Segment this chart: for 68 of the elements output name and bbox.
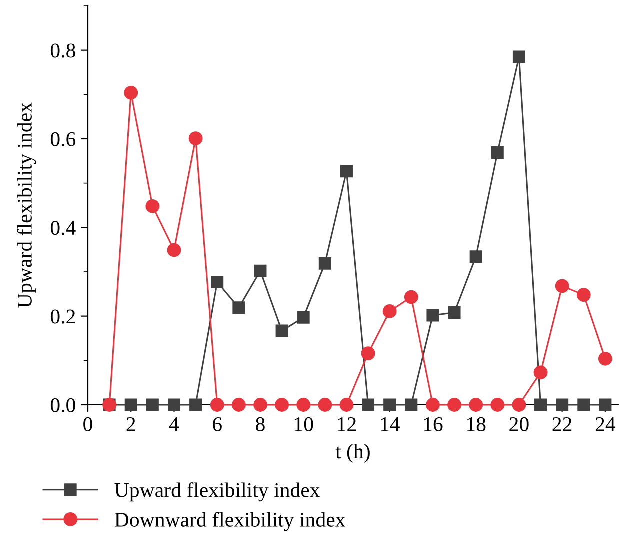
point (534, 398, 548, 412)
x-tick-label: 14 (381, 418, 400, 432)
point (232, 398, 246, 412)
point (405, 398, 418, 412)
point (275, 398, 289, 412)
x-tick-label: 20 (510, 417, 529, 432)
point (254, 264, 267, 278)
x-tick-label: 2 (126, 417, 136, 432)
point (512, 398, 526, 412)
y-tick-label: 0.4 (50, 221, 76, 236)
point (598, 352, 612, 366)
x-tick-label: 22 (552, 417, 572, 432)
x-tick-label: 12 (338, 417, 356, 432)
x-tick-label: 24 (596, 417, 616, 432)
point (146, 398, 159, 412)
point (318, 257, 332, 270)
point (232, 302, 246, 314)
point (556, 398, 569, 412)
point (555, 279, 570, 294)
point (534, 366, 548, 380)
point (297, 311, 310, 324)
point (146, 199, 160, 214)
point (188, 132, 203, 146)
x-tick-label: 4 (169, 418, 180, 432)
point (426, 398, 440, 412)
y-tick-label: 0.6 (50, 132, 76, 147)
point (124, 398, 138, 412)
point (190, 398, 202, 412)
point (448, 398, 462, 412)
point (490, 398, 505, 412)
legend-label: Downward flexibility index (114, 512, 346, 532)
point (578, 398, 590, 412)
x-tick-label: 16 (424, 417, 443, 432)
point (426, 309, 440, 322)
x-tick-label: 10 (295, 417, 314, 432)
y-tick-label: 0.0 (50, 398, 76, 413)
point (168, 398, 180, 412)
x-tick-label: 6 (213, 417, 222, 432)
point (362, 398, 375, 412)
point (124, 86, 138, 100)
point (340, 398, 354, 412)
y-tick-label: 0.2 (50, 310, 76, 324)
point (167, 243, 182, 258)
point (210, 398, 224, 412)
point (382, 304, 397, 318)
point (318, 398, 332, 412)
x-tick-label: 18 (468, 417, 486, 432)
x-tick-label: 0 (84, 417, 92, 432)
x-axis-title: t (h) (336, 444, 370, 463)
point (469, 398, 484, 412)
point (254, 398, 268, 412)
point (404, 290, 418, 304)
point (599, 398, 612, 412)
point (491, 146, 504, 159)
point (448, 306, 461, 320)
legend-label: Upward flexibility index (114, 482, 320, 502)
x-tick-label: 8 (256, 417, 265, 432)
point (470, 250, 482, 264)
y-tick-label: 0.8 (50, 44, 76, 58)
point (211, 276, 224, 288)
point (340, 165, 353, 178)
point (384, 398, 396, 412)
point (276, 324, 288, 338)
point (361, 346, 376, 361)
point (296, 398, 311, 412)
point (512, 50, 526, 64)
point (576, 288, 591, 302)
y-axis-title: Upward flexibility index (17, 102, 36, 308)
